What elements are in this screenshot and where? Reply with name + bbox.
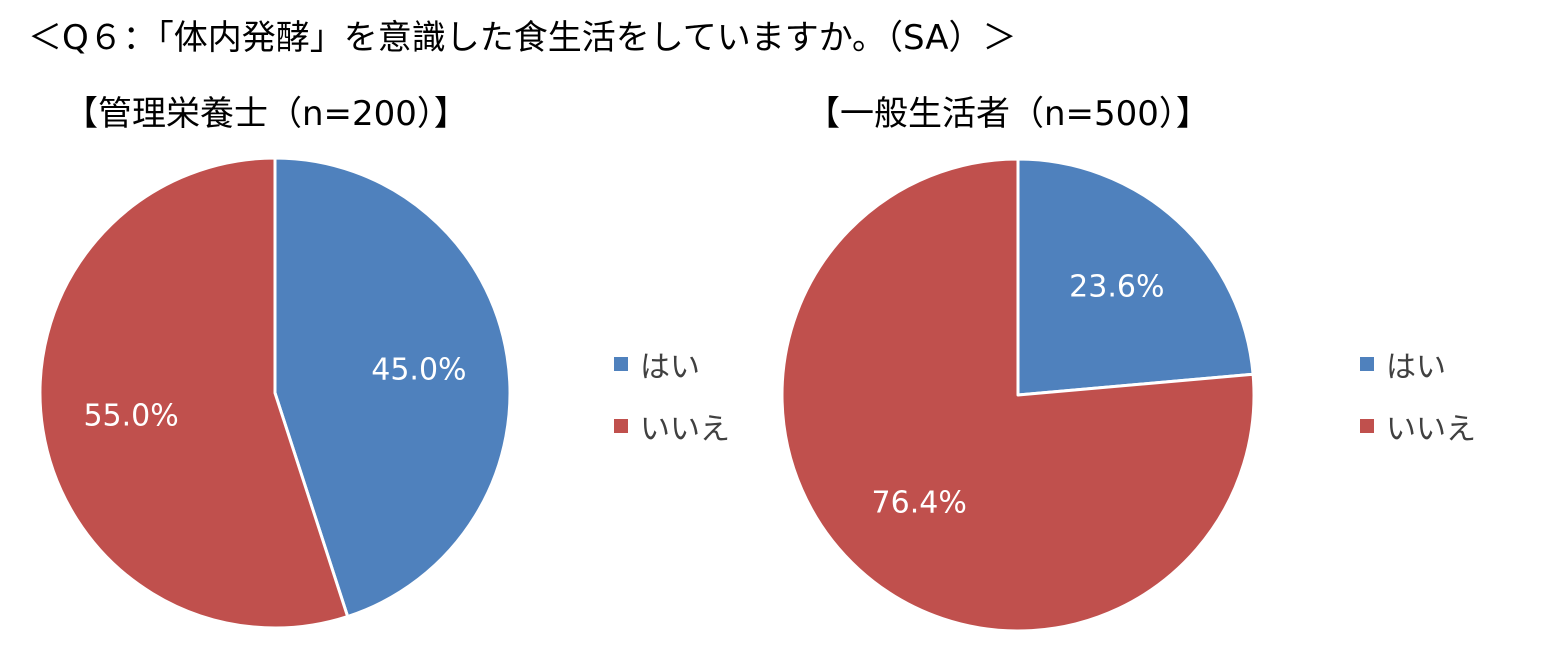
legend-label-no: いいえ	[1386, 412, 1476, 447]
legend-item-yes: はい	[614, 346, 730, 385]
page-title: ＜Q６：「体内発酵」を意識した食生活をしていますか。（SA）＞	[28, 18, 1017, 58]
legend-item-no: いいえ	[1360, 408, 1476, 447]
data-label-yes: 23.6%	[1069, 270, 1164, 305]
legend-item-no: いいえ	[614, 408, 730, 447]
legend-nutritionist: はい いいえ	[614, 346, 730, 470]
legend-swatch-no	[614, 419, 628, 433]
pie-slice-yes	[1016, 157, 1255, 397]
chart-title-general: 【一般生活者（n=500）】	[806, 94, 1210, 134]
legend-swatch-yes	[1360, 357, 1374, 371]
data-label-no: 55.0%	[83, 398, 178, 433]
chart-title-nutritionist: 【管理栄養士（n=200）】	[64, 94, 468, 134]
legend-item-yes: はい	[1360, 346, 1476, 385]
legend-general: はい いいえ	[1360, 346, 1476, 470]
pie-slice-yes	[273, 156, 512, 618]
legend-label-no: いいえ	[640, 412, 730, 447]
data-label-no: 76.4%	[872, 485, 967, 520]
data-label-yes: 45.0%	[371, 353, 466, 388]
legend-swatch-yes	[614, 357, 628, 371]
pie-slice-no	[780, 157, 1256, 633]
legend-label-yes: はい	[640, 350, 700, 385]
legend-label-yes: はい	[1386, 350, 1446, 385]
legend-swatch-no	[1360, 419, 1374, 433]
pie-slice-no	[38, 156, 350, 630]
